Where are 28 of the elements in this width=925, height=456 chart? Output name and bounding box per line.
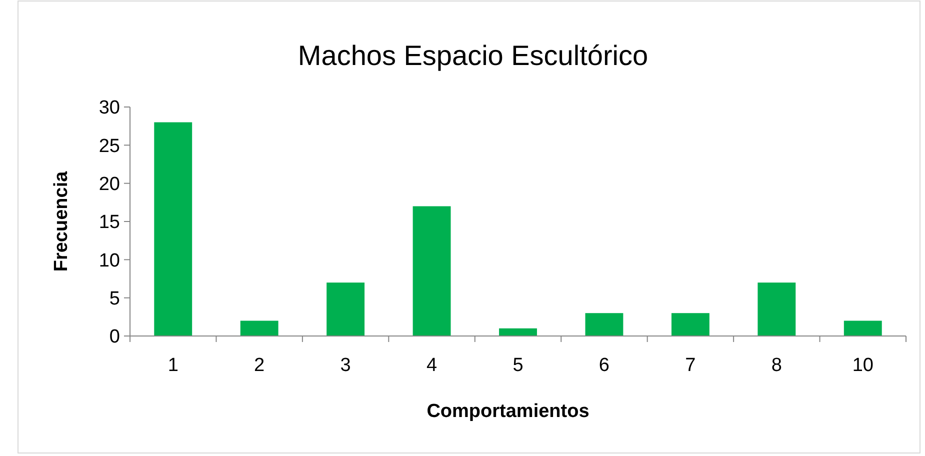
bar <box>240 320 278 336</box>
bar <box>154 122 192 336</box>
y-tick-label: 5 <box>109 288 120 310</box>
x-tick-label: 10 <box>852 355 874 376</box>
x-axis-title: Comportamientos <box>426 401 590 422</box>
y-tick-label: 20 <box>98 174 120 195</box>
x-tick-label: 6 <box>598 355 610 376</box>
bar <box>412 206 451 336</box>
bar <box>585 313 624 336</box>
y-tick-label: 30 <box>98 98 120 119</box>
x-tick-label: 1 <box>168 355 178 376</box>
x-tick-label: 3 <box>340 355 351 376</box>
y-tick-label: 0 <box>109 326 120 348</box>
chart-title: Machos Espacio Escultórico <box>298 40 648 71</box>
bar <box>671 313 710 336</box>
bar <box>844 320 882 336</box>
x-tick-label: 4 <box>426 355 438 376</box>
bar <box>758 282 796 336</box>
x-tick-label: 7 <box>685 355 696 376</box>
bar <box>499 328 537 336</box>
y-tick-label: 15 <box>98 212 120 234</box>
y-tick-label: 10 <box>98 250 120 272</box>
bar <box>326 282 365 336</box>
x-tick-label: 8 <box>771 355 782 376</box>
y-tick-label: 25 <box>98 136 120 157</box>
y-axis-title: Frecuencia <box>51 170 72 272</box>
x-tick-label: 5 <box>512 355 524 376</box>
x-tick-label: 2 <box>254 355 265 376</box>
